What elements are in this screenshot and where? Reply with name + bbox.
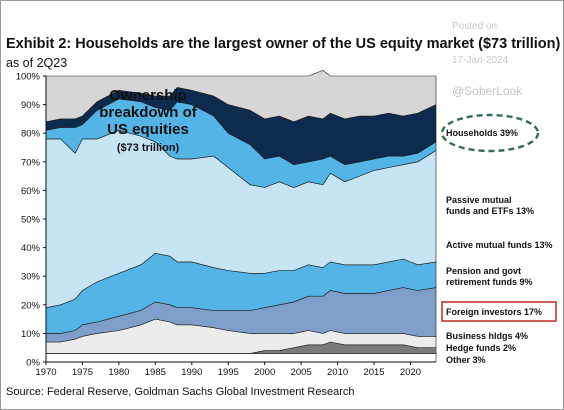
series-label-pension: Pension and govt <box>446 266 521 276</box>
chart-subtitle: as of 2Q23 <box>6 56 68 70</box>
x-tick-label: 1990 <box>181 367 202 378</box>
x-tick-label: 1980 <box>108 367 129 378</box>
x-tick-label: 1985 <box>145 367 166 378</box>
series-label-business: Business hldgs 4% <box>446 331 528 341</box>
x-tick-label: 2005 <box>291 367 312 378</box>
watermark-date: 17-Jan-2024 <box>452 55 509 66</box>
watermark-posted: Posted on <box>452 21 498 32</box>
inner-subtitle: ($73 trillion) <box>117 142 180 154</box>
y-tick-label: 0% <box>26 358 40 369</box>
y-tick-label: 40% <box>21 243 41 254</box>
inner-title-line: Ownership <box>109 87 187 104</box>
x-tick-label: 1995 <box>218 367 239 378</box>
series-label-other: Other 3% <box>446 355 486 365</box>
series-label-households: Households 39% <box>446 128 518 138</box>
households-dashed-ellipse <box>440 113 540 153</box>
y-tick-label: 100% <box>16 72 41 83</box>
y-tick-label: 60% <box>21 186 41 197</box>
watermark-handle: @SoberLook <box>452 84 523 98</box>
series-label-foreign: Foreign investors 17% <box>446 307 542 317</box>
x-tick-label: 2000 <box>254 367 275 378</box>
series-label-active: Active mutual funds 13% <box>446 240 553 250</box>
area-passive <box>45 69 437 123</box>
chart-title: Exhibit 2: Households are the largest ow… <box>6 36 561 52</box>
x-tick-label: 2010 <box>327 367 348 378</box>
source-note: Source: Federal Reserve, Goldman Sachs G… <box>6 386 355 398</box>
y-tick-label: 90% <box>21 100 41 111</box>
series-label-pension: retirement funds 9% <box>446 277 533 287</box>
series-label-hedge: Hedge funds 2% <box>446 343 516 353</box>
y-tick-label: 30% <box>21 272 41 283</box>
y-tick-label: 70% <box>21 157 41 168</box>
foreign-highlight-box <box>441 301 557 322</box>
area-other <box>45 353 437 363</box>
x-tick-label: 2020 <box>400 367 421 378</box>
x-tick-label: 2015 <box>363 367 384 378</box>
y-tick-label: 20% <box>21 300 41 311</box>
y-tick-label: 80% <box>21 129 41 140</box>
y-tick-label: 50% <box>21 215 41 226</box>
series-label-passive: funds and ETFs 13% <box>446 206 534 216</box>
x-tick-label: 1970 <box>35 367 56 378</box>
inner-title-line: US equities <box>107 121 189 138</box>
y-tick-label: 10% <box>21 329 41 340</box>
x-tick-label: 1975 <box>72 367 93 378</box>
series-label-passive: Passive mutual <box>446 195 512 205</box>
inner-title-line: breakdown of <box>99 104 198 121</box>
